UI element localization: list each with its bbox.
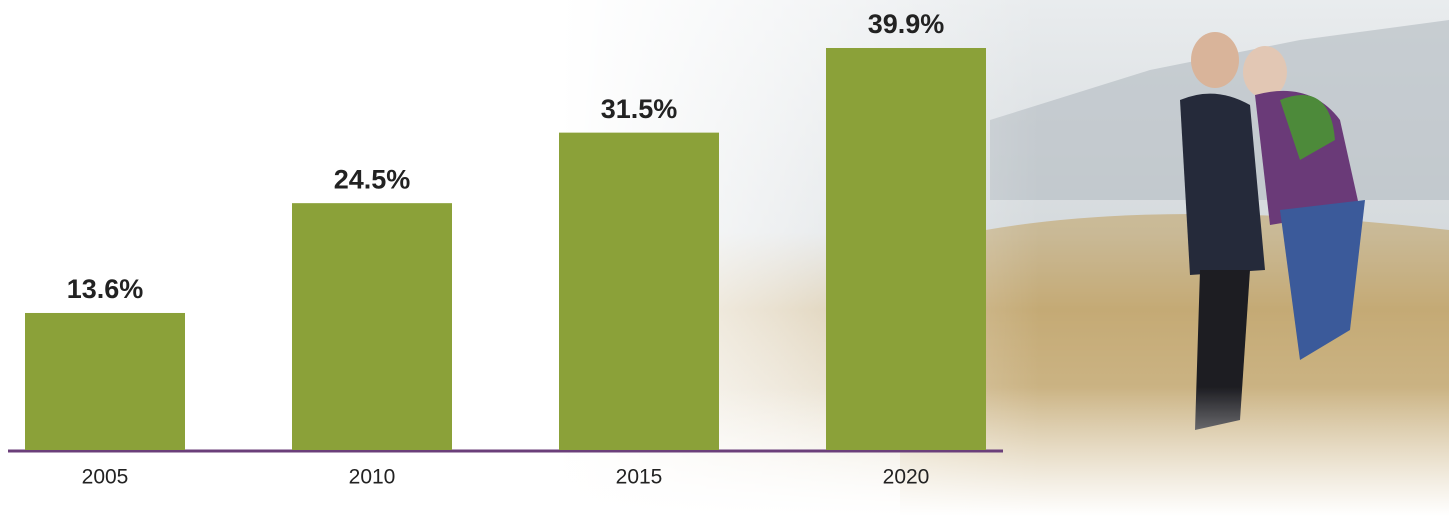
x-tick-label: 2005: [82, 466, 129, 489]
background-photo: [560, 0, 1449, 516]
x-tick-label: 2015: [616, 466, 663, 489]
value-label: 13.6%: [67, 274, 144, 304]
bar: [559, 132, 719, 450]
bar: [25, 312, 185, 450]
x-tick-label: 2010: [349, 466, 396, 489]
value-label: 31.5%: [601, 94, 678, 124]
x-tick-label: 2020: [883, 466, 930, 489]
value-label: 39.9%: [868, 9, 945, 39]
bar: [826, 48, 986, 450]
bar: [292, 203, 452, 450]
value-label: 24.5%: [334, 164, 411, 194]
